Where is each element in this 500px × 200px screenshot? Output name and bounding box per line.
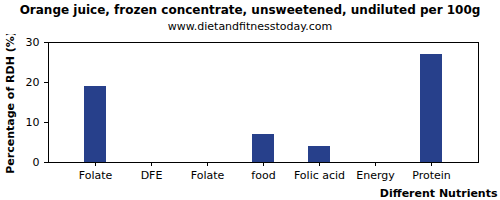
svg-text:Different Nutrients: Different Nutrients (380, 187, 498, 200)
svg-text:Energy: Energy (356, 169, 395, 182)
svg-text:Percentage of RDH (%): Percentage of RDH (%) (4, 34, 17, 174)
svg-text:30: 30 (26, 36, 40, 49)
svg-text:DFE: DFE (141, 169, 163, 182)
svg-text:food: food (251, 169, 275, 182)
svg-text:Folate: Folate (191, 169, 225, 182)
svg-text:20: 20 (26, 76, 40, 89)
svg-text:0: 0 (33, 156, 40, 169)
svg-text:Protein: Protein (412, 169, 451, 182)
html-text:www.dietandfitnesstoday.com: www.dietandfitnesstoday.com (167, 20, 333, 33)
svg-text:Folic acid: Folic acid (294, 169, 345, 182)
html-text:Orange juice, frozen concentra: Orange juice, frozen concentrate, unswee… (19, 3, 481, 17)
svg-text:10: 10 (26, 116, 40, 129)
svg-text:Folate: Folate (79, 169, 113, 182)
